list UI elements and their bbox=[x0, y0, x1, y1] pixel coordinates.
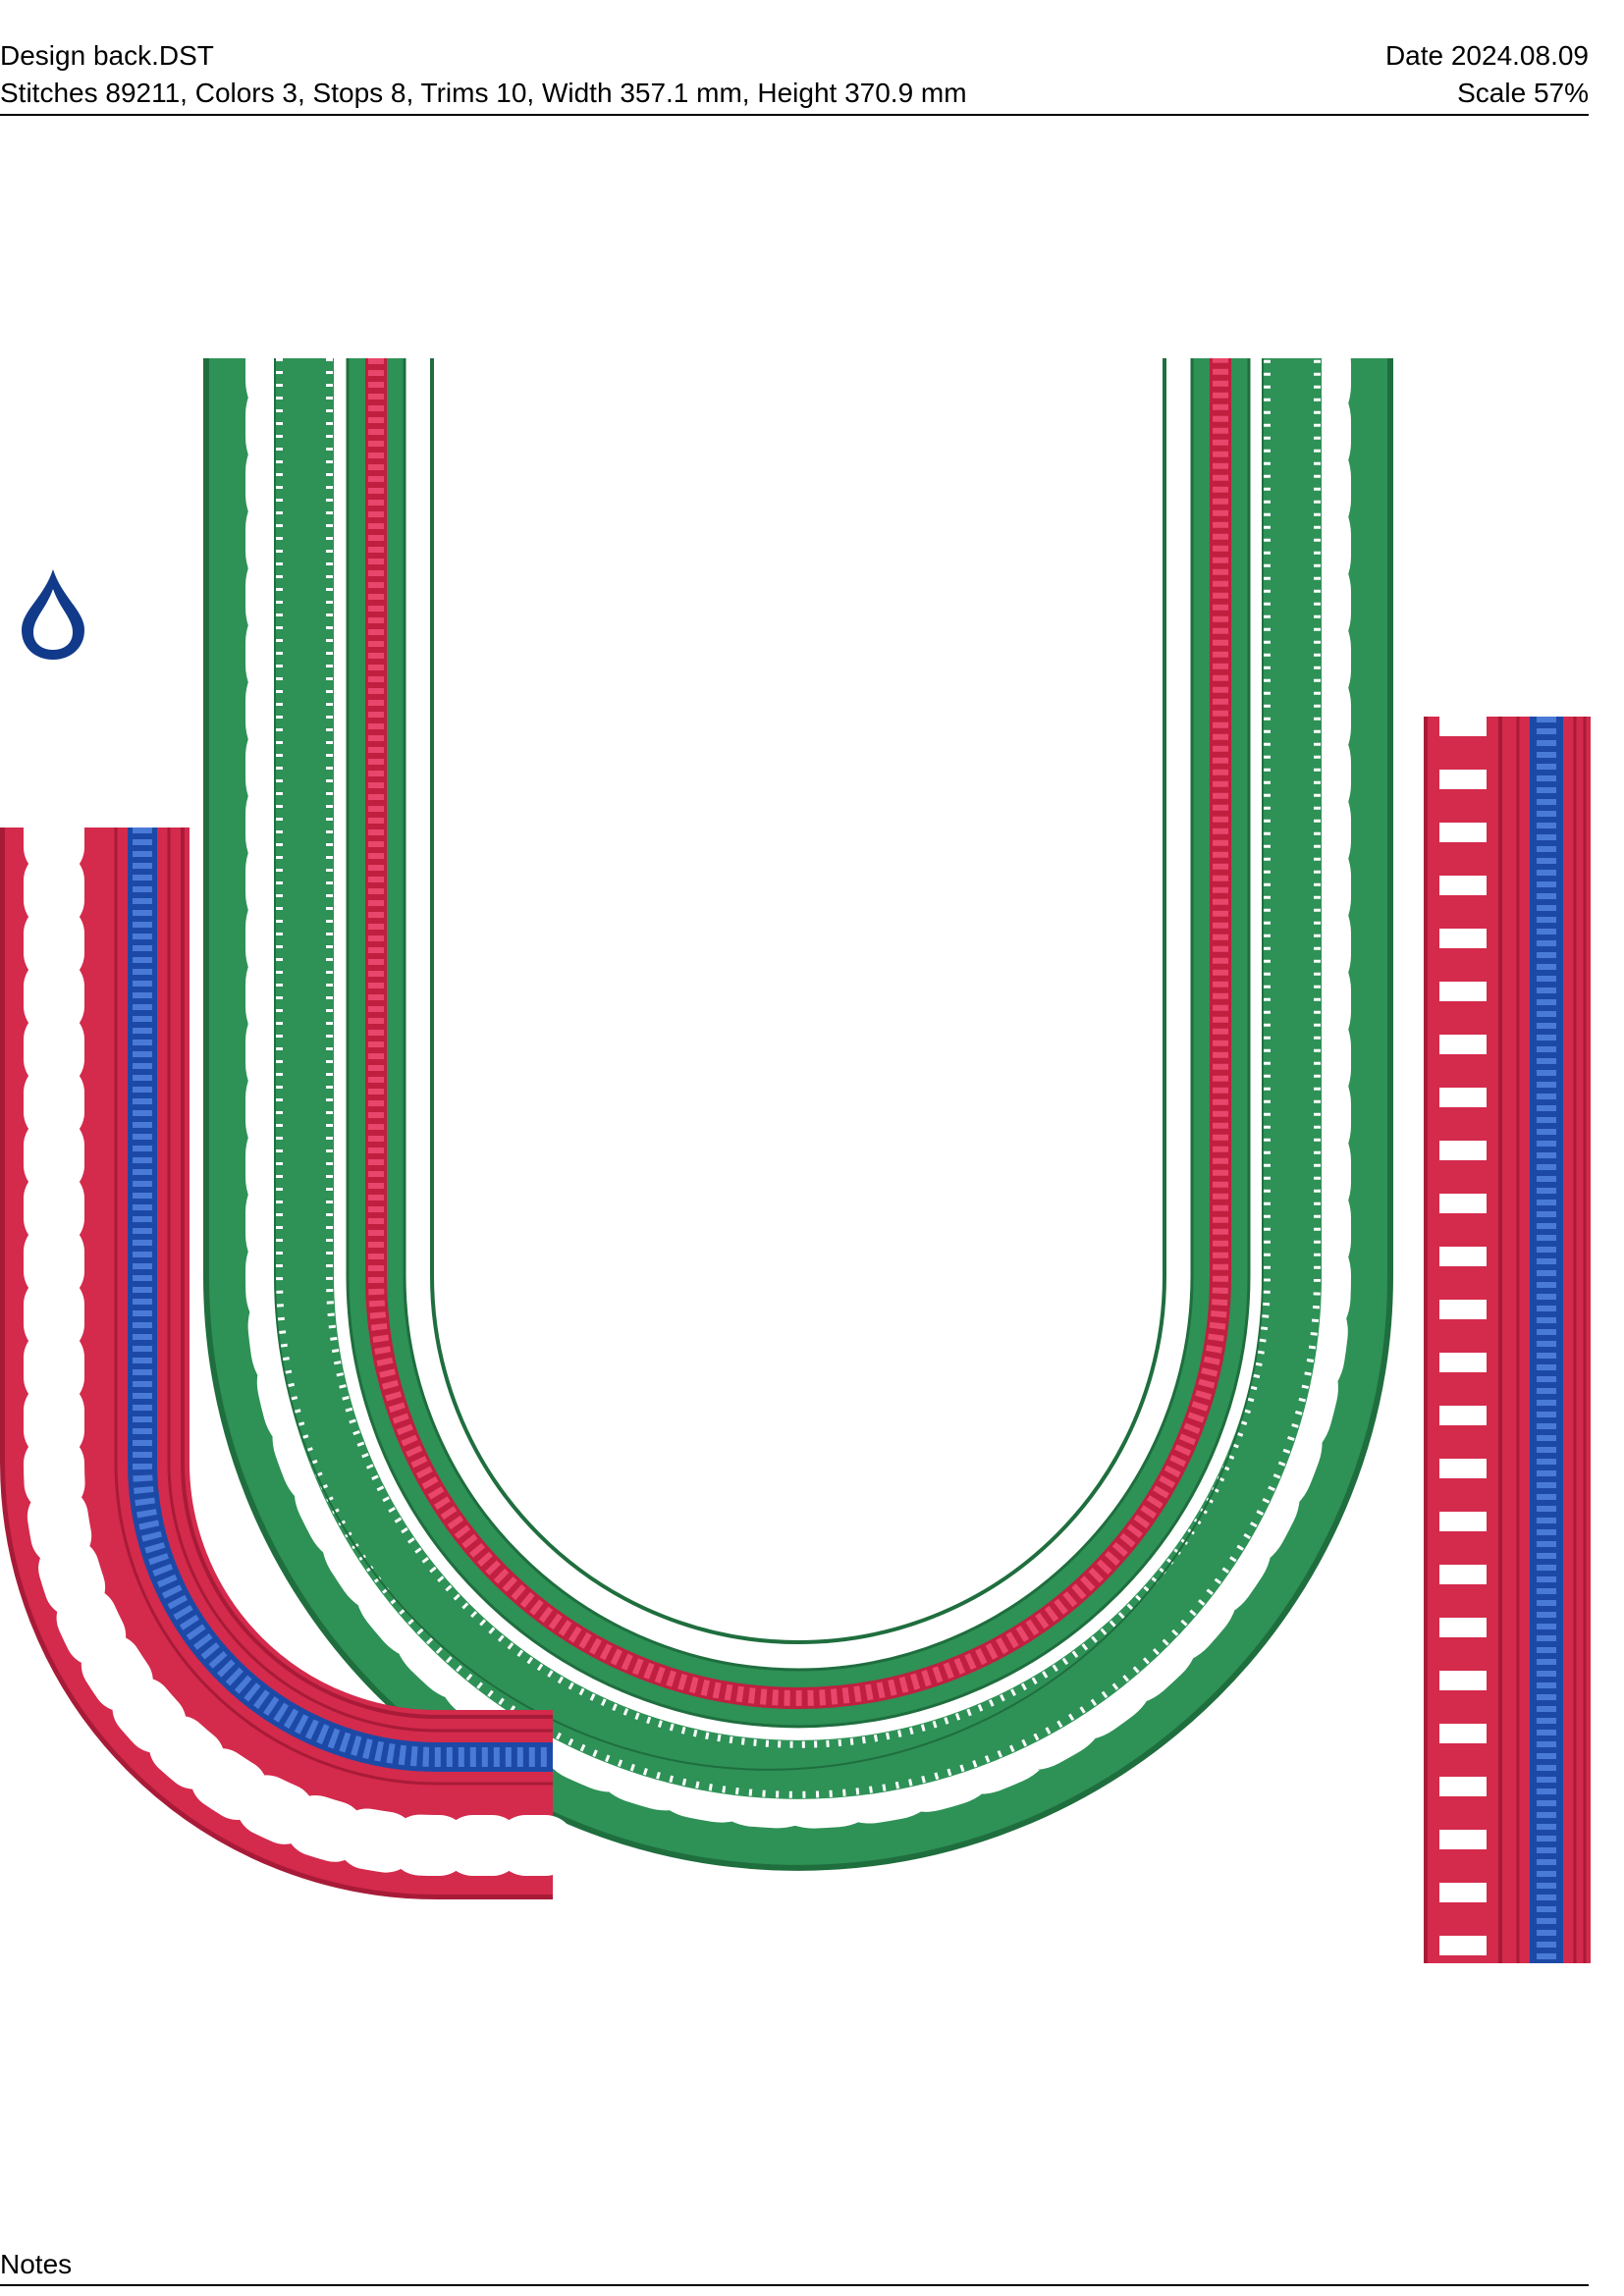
design-scale: Scale 57% bbox=[1457, 78, 1589, 108]
footer-rule bbox=[0, 2284, 1589, 2286]
file-name: Design back.DST bbox=[0, 40, 214, 71]
notes-label: Notes bbox=[0, 2249, 73, 2279]
design-date: Date 2024.08.09 bbox=[1384, 40, 1589, 71]
red-curved-border bbox=[0, 797, 583, 1899]
design-summary: Stitches 89211, Colors 3, Stops 8, Trims… bbox=[0, 78, 967, 108]
green-neckline bbox=[203, 299, 1393, 1871]
header-rule bbox=[0, 114, 1589, 116]
teardrop-icon bbox=[22, 569, 84, 660]
red-straight-border bbox=[1424, 717, 1591, 1963]
